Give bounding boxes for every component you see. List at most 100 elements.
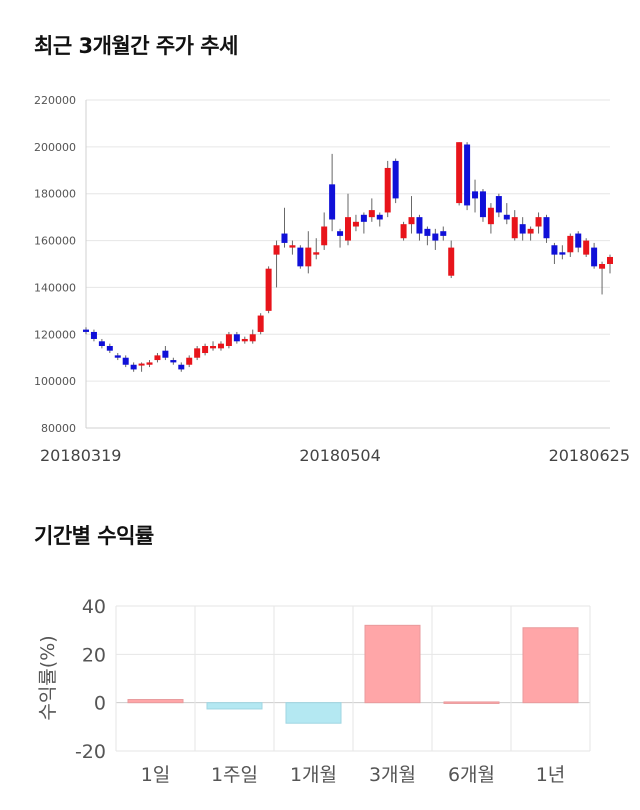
candle <box>265 266 272 314</box>
candle-body <box>424 228 431 236</box>
returns-bar <box>522 627 579 704</box>
candle-body <box>138 363 145 366</box>
candle <box>559 245 566 260</box>
candle-body <box>154 355 161 361</box>
price-y-tick-label: 140000 <box>34 281 76 294</box>
candle <box>194 346 201 361</box>
candle <box>273 240 280 288</box>
candle-body <box>360 214 367 222</box>
candle-body <box>83 329 89 332</box>
candle <box>543 214 550 243</box>
candle-body <box>376 214 383 220</box>
candle <box>472 179 479 213</box>
candle-body <box>543 217 550 239</box>
candle <box>186 355 193 368</box>
returns-y-tick-label: 20 <box>82 644 106 666</box>
candle-body <box>559 252 566 255</box>
candle-body <box>519 224 526 234</box>
price-y-tick-label: 200000 <box>34 141 76 154</box>
candle <box>305 231 312 274</box>
candle <box>591 242 598 269</box>
candle-body <box>416 217 423 234</box>
candle-body <box>495 196 502 213</box>
candle <box>479 189 486 222</box>
candle <box>106 343 113 354</box>
candle <box>122 355 129 368</box>
candle <box>241 336 248 344</box>
candle-body <box>472 191 479 199</box>
candle-body <box>170 360 177 363</box>
candle <box>392 158 399 204</box>
candle-body <box>503 214 510 220</box>
candle <box>321 212 328 250</box>
returns-y-tick-label: -20 <box>75 741 106 763</box>
candle <box>424 226 431 246</box>
candle-body <box>368 210 375 218</box>
candle <box>329 153 336 232</box>
candle-body <box>384 167 391 213</box>
candle <box>90 329 97 342</box>
candle <box>98 338 105 349</box>
candle-body <box>400 224 407 239</box>
candle-body <box>194 348 201 358</box>
candle <box>583 238 590 257</box>
candle-body <box>225 334 232 346</box>
price-y-tick-label: 220000 <box>34 94 76 107</box>
candle <box>535 212 542 234</box>
returns-y-axis-label: 수익률(%) <box>37 635 59 720</box>
candle <box>170 357 177 365</box>
candle <box>281 207 288 248</box>
candle <box>146 360 153 368</box>
candle-body <box>599 264 606 269</box>
candle-body <box>186 357 193 365</box>
price-x-tick-label: 20180504 <box>299 446 380 465</box>
price-candlestick-chart: 80000 100000 120000 140000 160000 180000 20000… <box>34 94 630 465</box>
candle-body <box>329 184 336 220</box>
candle <box>495 193 502 218</box>
candle-body <box>551 245 558 255</box>
candle <box>384 160 391 218</box>
candle-body <box>249 334 256 342</box>
candle-body <box>607 256 613 264</box>
candle-body <box>440 231 447 236</box>
returns-y-tick-label: 40 <box>82 596 106 618</box>
candle <box>225 331 232 349</box>
candle-body <box>217 343 224 349</box>
candle-body <box>337 231 344 236</box>
candle-body <box>130 364 137 370</box>
candle <box>408 196 415 234</box>
returns-x-tick-label: 1년 <box>536 764 566 786</box>
candle <box>567 233 574 257</box>
candle <box>130 362 137 372</box>
candle <box>257 313 264 335</box>
price-y-tick-label: 80000 <box>41 422 76 435</box>
returns-bar <box>285 702 342 724</box>
candle-body <box>527 228 534 234</box>
candle <box>337 228 344 248</box>
candle <box>376 212 383 227</box>
candle-body <box>408 217 415 225</box>
candle-body <box>98 341 105 346</box>
candle <box>233 331 240 344</box>
returns-x-tick-label: 1개월 <box>290 764 337 786</box>
candle <box>527 226 534 241</box>
candle <box>511 210 518 241</box>
candle <box>607 254 613 274</box>
returns-bar <box>364 624 421 704</box>
returns-bar <box>127 699 184 704</box>
candle <box>456 142 463 206</box>
returns-x-tick-label: 1주일 <box>211 764 258 786</box>
price-x-tick-label: 20180319 <box>40 446 121 465</box>
candle-body <box>162 350 169 358</box>
candle-body <box>305 247 312 267</box>
candle <box>464 142 471 211</box>
candle-body <box>313 252 320 255</box>
candle-body <box>273 245 280 255</box>
returns-x-tick-label: 6개월 <box>448 764 495 786</box>
candle <box>162 346 169 361</box>
returns-y-tick-label: 0 <box>94 693 106 715</box>
candle-body <box>297 247 304 267</box>
returns-bar <box>443 701 500 704</box>
candle-body <box>432 233 439 241</box>
